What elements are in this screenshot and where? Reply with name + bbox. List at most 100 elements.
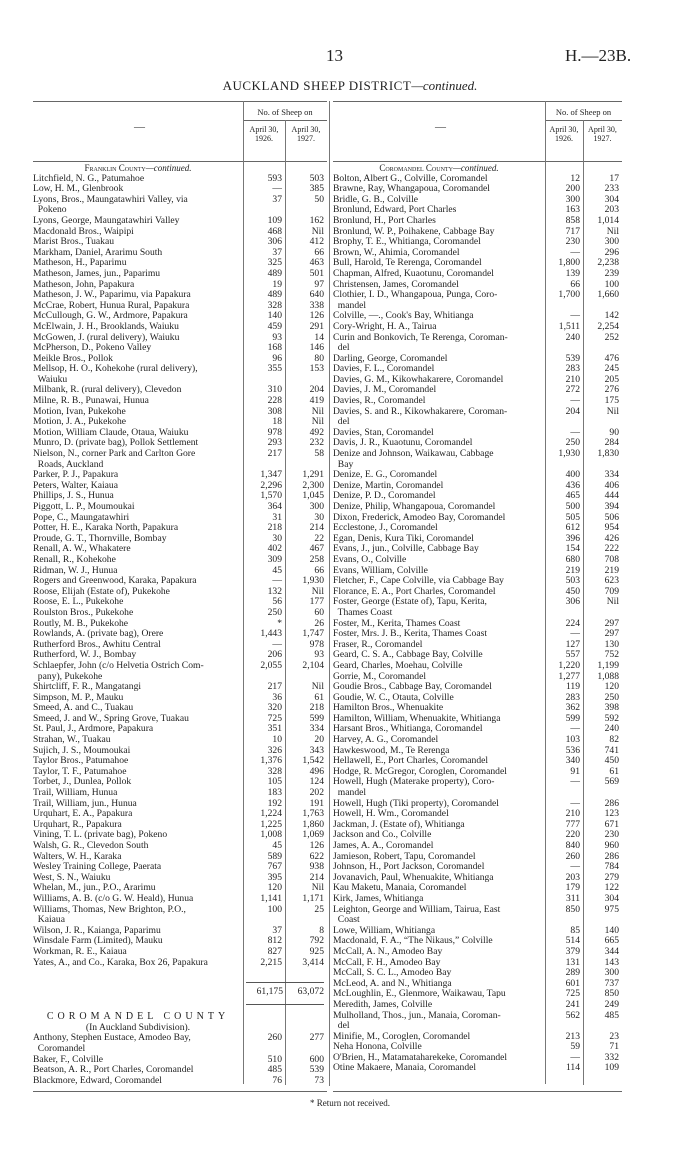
owner-name: Parker, P. J., Papakura (33, 469, 119, 481)
table-row: Motion, William Claude, Otaua, Waiuku 978… (33, 427, 327, 439)
sheep-1927: 960 (604, 840, 619, 851)
sheep-1927: 394 (604, 501, 619, 512)
sheep-1926: 1,570 (260, 490, 282, 502)
table-row: Blackmore, Edward, Coromandel 76 73 (33, 1075, 327, 1087)
sheep-1927: 286 (604, 850, 619, 862)
sheep-1927: 709 (604, 585, 619, 597)
owner-name: Milne, R. B., Punawai, Hunua (33, 395, 149, 407)
table-row: Fletcher, F., Cape Colville, via Cabbage… (333, 576, 622, 587)
sheep-1927: 100 (604, 278, 619, 290)
table-row: McCall, S. C. L., Amodeo Bay 289 300 (333, 968, 622, 979)
sheep-1927: 1,045 (302, 490, 324, 502)
sheep-1927: 1,088 (597, 670, 619, 682)
sheep-1927: 258 (309, 553, 324, 565)
table-row: Gorrie, M., Coromandel 1,277 1,088 (333, 670, 622, 683)
sheep-1927: 90 (609, 426, 619, 438)
sheep-1927: 23 (609, 1030, 619, 1042)
sheep-1927: 26 (314, 617, 324, 629)
table-row: Geard, Charles, Moehau, Colville 1,220 1,1… (333, 659, 622, 672)
sheep-1926: 379 (565, 945, 580, 957)
table-row: Roulston Bros., Pukekohe 250 60 (33, 607, 327, 619)
sheep-1926: 306 (565, 596, 580, 608)
sheep-1927: 2,104 (302, 659, 324, 671)
sheep-1926: 436 (565, 479, 580, 491)
owner-name: Anthony, Stephen Eustace, Amodeo Bay, Co… (33, 1032, 191, 1054)
table-row: Litchfield, N. G., Patumahoe 593 503 (33, 173, 327, 185)
table-row: Jackman, J. (Estate of), Whitianga 777 671 (333, 818, 622, 831)
sheep-1926: — (272, 183, 282, 195)
sheep-1927: 1,763 (302, 808, 324, 820)
sheep-1927: 398 (604, 702, 619, 714)
page-title: AUCKLAND SHEEP DISTRICT—continued. (0, 78, 700, 94)
sheep-1926: 10 (272, 734, 282, 746)
sheep-1927: 123 (604, 808, 619, 820)
owner-name: Clothier, I. D., Whangapoua, Punga, Coro… (333, 289, 498, 311)
sheep-1926: 183 (267, 787, 282, 799)
sheep-1926: 1,511 (558, 320, 580, 332)
sheep-1926: 601 (565, 977, 580, 989)
footnote: * Return not received. (310, 1098, 390, 1108)
sheep-1926: 858 (565, 214, 580, 226)
sheep-1926: 260 (267, 1032, 282, 1044)
table-row: Brophy, T. E., Whitianga, Coromandel 230 3… (333, 237, 622, 248)
table-row: Meikle Bros., Pollok 96 80 (33, 353, 327, 365)
table-row: Brown, W., Ahimia, Coromandel — 296 (333, 246, 622, 259)
sheep-1926: 31 (272, 511, 282, 523)
table-row: Davies, S. and R., Kikowhakarere, Coroma… (333, 406, 622, 428)
owner-name: Davis, J. R., Kuaotunu, Coromandel (333, 437, 473, 449)
sheep-1927: 66 (314, 246, 324, 258)
sheep-1926: 220 (565, 829, 580, 841)
owner-name: Denize, P. D., Coromandel (333, 490, 436, 502)
owner-name: Urquhart, R., Papakura (33, 818, 122, 830)
table-row: Renall, A. W., Whakatere 402 467 (33, 544, 327, 555)
sheep-1926: 514 (565, 935, 580, 947)
right-table: — No. of Sheep on April 30, 1926. April 30,… (333, 101, 622, 1093)
owner-name: Florance, E. A., Port Charles, Coromande… (333, 585, 496, 597)
owner-name: Howell, Hugh (Tiki property), Coromandel (333, 797, 499, 809)
sheep-1927: 140 (604, 924, 619, 936)
sheep-1926: 309 (267, 553, 282, 565)
sheep-1926: 289 (565, 967, 580, 979)
table-row: Motion, Ivan, Pukekohe 308 Nil (33, 406, 327, 418)
table-row: Minifie, M., Coroglen, Coromandel 213 23 (333, 1030, 622, 1043)
sheep-1927: 146 (309, 342, 324, 354)
table-row: Davies, G. M., Kikowhakarere, Coromandel… (333, 374, 622, 386)
sheep-1926: 328 (267, 299, 282, 311)
sheep-1926: 812 (267, 935, 282, 947)
sheep-1926: 300 (565, 193, 580, 205)
sheep-1926: 1,220 (558, 659, 580, 671)
owner-name: Rogers and Greenwood, Karaka, Papakura (33, 575, 197, 587)
sheep-1927: 539 (309, 1064, 324, 1076)
sheep-1927: 671 (604, 818, 619, 830)
table-row: Curin and Bonkovich, Te Rerenga, Coroman… (333, 332, 622, 354)
sheep-1926: 306 (267, 236, 282, 248)
sheep-1927: 1,171 (302, 892, 324, 904)
sheep-1927: 334 (309, 723, 324, 735)
owner-name: Evans, O., Colville (333, 553, 407, 565)
sheep-1926: 132 (267, 585, 282, 597)
sheep-1927: 412 (309, 236, 324, 248)
owner-name: Davies, F. L., Coromandel (333, 363, 435, 375)
sheep-1927: 938 (309, 861, 324, 873)
table-row: Simpson, M. P., Mauku 36 61 (33, 692, 327, 704)
sheep-1926: 241 (565, 998, 580, 1010)
sheep-1926: 557 (565, 649, 580, 661)
owner-name: Bolton, Albert G., Colville, Coromandel (333, 172, 488, 184)
sheep-1927: 291 (309, 320, 324, 332)
sheep-1927: 506 (604, 511, 619, 523)
table-row: Fraser, R., Coromandel 127 130 (333, 639, 622, 651)
owner-name: Egan, Denis, Kura Tiki, Coromandel (333, 532, 474, 544)
sheep-1927: 296 (604, 246, 619, 258)
sheep-1927: 50 (314, 193, 324, 205)
table-row: Christensen, James, Coromandel 66 100 (333, 278, 622, 291)
table-row: Kirk, James, Whitianga 311 304 (333, 893, 622, 905)
sheep-1926: 539 (565, 352, 580, 364)
sheep-1927: 850 (604, 988, 619, 1000)
owner-name: Bronlund, W. P., Poihakene, Cabbage Bay (333, 225, 495, 237)
sheep-1926: 93 (272, 331, 282, 343)
table-row: Howell, H. Wm., Coromandel 210 123 (333, 809, 622, 820)
table-row: Matheson, J. W., Paparimu, via Papakura 4… (33, 290, 327, 301)
total-bottom-rule (246, 1004, 324, 1006)
sheep-1927: 122 (604, 882, 619, 894)
table-row: Davies, Stan, Coromandel — 90 (333, 426, 622, 439)
